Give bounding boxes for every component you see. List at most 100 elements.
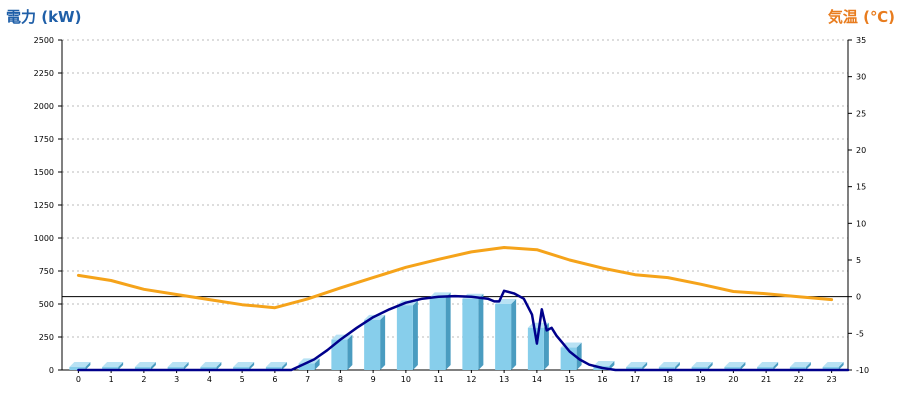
x-tick-label: 18 xyxy=(663,375,673,384)
power-bar-side xyxy=(576,342,582,370)
power-bar-side xyxy=(642,362,648,370)
left-tick-label: 500 xyxy=(39,300,54,309)
power-bar-top xyxy=(593,361,615,367)
left-tick-label: 1750 xyxy=(34,135,54,144)
power-bar xyxy=(200,362,222,370)
x-tick-label: 20 xyxy=(728,375,738,384)
power-bar-front xyxy=(396,305,413,370)
power-bar xyxy=(134,362,156,370)
x-tick-label: 15 xyxy=(565,375,575,384)
power-bar xyxy=(691,362,713,370)
power-bar-top xyxy=(691,362,713,367)
x-tick-label: 14 xyxy=(532,375,542,384)
power-bar-front xyxy=(69,367,86,370)
power-bar-front xyxy=(429,297,446,370)
power-bar-side xyxy=(347,334,353,370)
power-bar xyxy=(462,293,484,370)
power-bar-side xyxy=(838,362,844,370)
power-bar-side xyxy=(85,362,91,370)
power-bar xyxy=(102,362,124,370)
x-tick-label: 9 xyxy=(371,375,376,384)
power-bar-side xyxy=(150,362,156,370)
power-bar xyxy=(167,362,189,370)
power-bar-front xyxy=(691,367,708,370)
right-tick-label: -5 xyxy=(856,329,864,338)
gridlines xyxy=(62,39,848,338)
power-bar-top xyxy=(789,362,811,367)
power-bar-side xyxy=(118,362,124,370)
power-bar-front xyxy=(298,363,315,370)
power-bar-top xyxy=(167,362,189,367)
power-bar-top xyxy=(102,362,124,367)
power-bar-front xyxy=(331,339,348,370)
left-tick-label: 2000 xyxy=(34,102,54,111)
x-tick-label: 6 xyxy=(272,375,277,384)
power-bar-front xyxy=(265,367,282,370)
power-bar-side xyxy=(281,362,287,370)
power-bar-side xyxy=(740,362,746,370)
power-bar-front xyxy=(167,367,184,370)
power-bar-front xyxy=(200,367,217,370)
power-bar-front xyxy=(233,367,250,370)
power-bar-top xyxy=(69,362,91,367)
power-bar-front xyxy=(102,367,119,370)
left-axis-title: 電力 (kW) xyxy=(6,8,81,26)
power-bar-top xyxy=(233,362,255,367)
x-tick-label: 23 xyxy=(827,375,837,384)
power-bar xyxy=(560,342,582,370)
power-bar xyxy=(495,299,517,370)
left-tick-label: 1250 xyxy=(34,201,54,210)
left-tick-label: 1000 xyxy=(34,234,54,243)
power-bar-front xyxy=(822,367,839,370)
left-tick-label: 250 xyxy=(39,333,54,342)
power-bar-top xyxy=(134,362,156,367)
power-bar-front xyxy=(364,319,381,370)
power-bar-side xyxy=(805,362,811,370)
right-tick-label: 20 xyxy=(856,146,866,155)
x-tick-label: 13 xyxy=(499,375,509,384)
power-bar-top xyxy=(658,362,680,367)
power-bar xyxy=(658,362,680,370)
power-bar-front xyxy=(626,367,643,370)
power-bar-front xyxy=(527,327,544,370)
left-tick-label: 1500 xyxy=(34,168,54,177)
power-bar-side xyxy=(380,314,386,370)
power-bar-side xyxy=(314,358,320,370)
power-bar xyxy=(396,300,418,370)
left-tick-label: 0 xyxy=(49,366,54,375)
power-bar-side xyxy=(412,300,418,370)
power-bar-top xyxy=(757,362,779,367)
x-tick-label: 11 xyxy=(434,375,444,384)
power-bar xyxy=(757,362,779,370)
power-bar-side xyxy=(773,362,779,370)
x-tick-label: 0 xyxy=(76,375,81,384)
power-line xyxy=(77,289,850,372)
x-tick-label: 2 xyxy=(141,375,146,384)
power-bar-front xyxy=(134,367,151,370)
x-tick-label: 16 xyxy=(597,375,607,384)
power-bar xyxy=(724,362,746,370)
power-bar xyxy=(822,362,844,370)
power-bar xyxy=(626,362,648,370)
right-tick-label: 15 xyxy=(856,183,866,192)
x-tick-label: 12 xyxy=(466,375,476,384)
power-bar-front xyxy=(789,367,806,370)
power-bar-top xyxy=(200,362,222,367)
power-bar-front xyxy=(462,298,479,370)
power-bar-top xyxy=(822,362,844,367)
power-bar-top xyxy=(626,362,648,367)
x-tick-label: 8 xyxy=(338,375,343,384)
power-bar-front xyxy=(724,367,741,370)
left-tick-label: 2250 xyxy=(34,69,54,78)
x-tick-label: 10 xyxy=(401,375,411,384)
power-bar-top xyxy=(265,362,287,367)
power-bar-top xyxy=(724,362,746,367)
right-tick-label: 25 xyxy=(856,109,866,118)
x-tick-label: 22 xyxy=(794,375,804,384)
right-tick-label: -10 xyxy=(856,366,869,375)
power-bar-side xyxy=(183,362,189,370)
x-tick-label: 7 xyxy=(305,375,310,384)
power-bar xyxy=(429,292,451,370)
x-tick-label: 19 xyxy=(696,375,706,384)
